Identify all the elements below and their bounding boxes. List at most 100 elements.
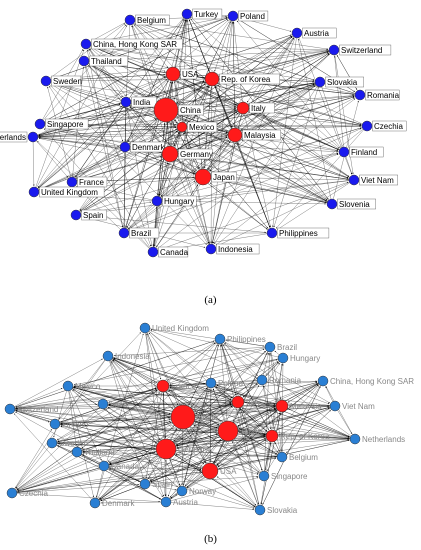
edge-a — [128, 200, 158, 229]
edge-a — [39, 76, 166, 125]
node-marker — [80, 38, 92, 50]
node-label-box — [178, 148, 213, 160]
edge-b — [223, 343, 283, 407]
edge-a — [89, 49, 335, 62]
edge-b — [231, 441, 261, 511]
edge-b — [107, 407, 261, 511]
edge-b — [217, 435, 273, 467]
node-label: Norway — [189, 487, 216, 496]
edge-a — [234, 53, 330, 136]
node-b-austria: Austria — [160, 496, 198, 508]
edge-b — [9, 388, 63, 410]
node-a-netherlands: Netherlands — [0, 131, 39, 143]
edge-b — [193, 424, 265, 477]
node-label: Slovakia — [267, 506, 298, 515]
edge-b — [57, 338, 221, 440]
node-marker — [276, 451, 288, 463]
node-marker — [236, 101, 250, 115]
edge-b — [209, 352, 268, 472]
edge-b — [60, 426, 261, 511]
edge-a — [216, 179, 355, 247]
edge-a — [180, 77, 244, 109]
edge-a — [234, 134, 349, 179]
node-b-norway: Norway — [176, 485, 216, 497]
edge-a — [214, 15, 234, 72]
edge-b — [94, 391, 160, 504]
edge-a — [153, 13, 188, 247]
node-label-box — [339, 44, 392, 56]
node-a-china: China — [153, 97, 204, 123]
edge-a — [156, 153, 339, 202]
node-a-slovakia: Slovakia — [314, 76, 364, 88]
node-a-thailand: Thailand — [78, 55, 128, 67]
node-label: Turkey — [194, 10, 218, 19]
edge-b — [165, 501, 255, 511]
edge-a — [234, 38, 295, 136]
node-label: Poland — [240, 12, 265, 21]
edge-b — [150, 470, 211, 484]
edge-b — [11, 439, 350, 494]
node-b-viet-nam: Viet Nam — [329, 400, 375, 412]
node-a-turkey: Turkey — [181, 8, 223, 20]
node-label: Germany — [180, 150, 213, 159]
edge-b — [67, 385, 102, 461]
node-marker — [205, 377, 217, 389]
node-label: Switzerland — [341, 46, 382, 55]
node-label: Sweden — [53, 77, 82, 86]
node-a-italy: Italy — [236, 101, 275, 115]
edge-b — [169, 357, 284, 385]
node-marker — [160, 496, 172, 508]
node-b-denmark: Denmark — [89, 497, 135, 509]
edge-a — [169, 96, 355, 155]
edge-a — [32, 136, 35, 187]
node-label: Belgium — [289, 453, 318, 462]
node-a-philippines: Philippines — [266, 227, 330, 239]
node-marker — [119, 141, 131, 153]
node-a-indonesia: Indonesia — [205, 243, 260, 255]
node-label-box — [372, 120, 407, 132]
edge-b — [73, 387, 184, 418]
node-b-hungary: Hungary — [277, 352, 320, 364]
edge-a — [172, 34, 292, 75]
edge-a — [180, 77, 345, 153]
node-label-box — [89, 55, 128, 67]
node-marker — [165, 66, 181, 82]
edge-b — [238, 405, 336, 429]
node-label: Brazil — [277, 343, 297, 352]
node-marker — [328, 44, 340, 56]
node-b-spain: Spain — [139, 478, 172, 490]
node-marker — [265, 429, 279, 443]
node-a-sweden: Sweden — [40, 75, 82, 87]
node-marker — [349, 433, 361, 445]
node-a-viet-nam: Viet Nam — [348, 174, 398, 186]
network-graph-a: Belgium Turkey Poland Austria China, Hong Ko… — [0, 8, 407, 258]
node-label: Indonesia — [218, 245, 253, 254]
node-label: Viet Nam — [361, 176, 394, 185]
node-label: Denmark — [132, 143, 165, 152]
node-marker — [194, 168, 212, 186]
node-label: Mexico — [75, 382, 101, 391]
edge-b — [15, 410, 167, 450]
node-label: Czechia — [374, 122, 403, 131]
node-marker — [227, 127, 243, 143]
edge-b — [60, 423, 229, 432]
node-label-box — [0, 131, 28, 143]
edge-a — [91, 19, 131, 42]
node-label-box — [249, 102, 275, 114]
edge-b — [263, 442, 272, 477]
edge-b — [17, 405, 283, 492]
edge-b — [9, 340, 215, 410]
edge-b — [176, 438, 356, 450]
edge-a — [249, 110, 345, 153]
edge-b — [165, 439, 221, 503]
node-label-box — [242, 129, 281, 141]
edge-a — [131, 25, 212, 250]
edge-a — [91, 44, 361, 96]
node-b-rep-of-korea: Rep. of Korea — [265, 429, 330, 443]
node-marker — [354, 89, 366, 101]
edge-b — [261, 379, 330, 405]
edge-b — [209, 457, 277, 472]
edge-a — [85, 43, 123, 98]
node-label-box — [91, 38, 183, 50]
edge-b — [147, 333, 211, 472]
